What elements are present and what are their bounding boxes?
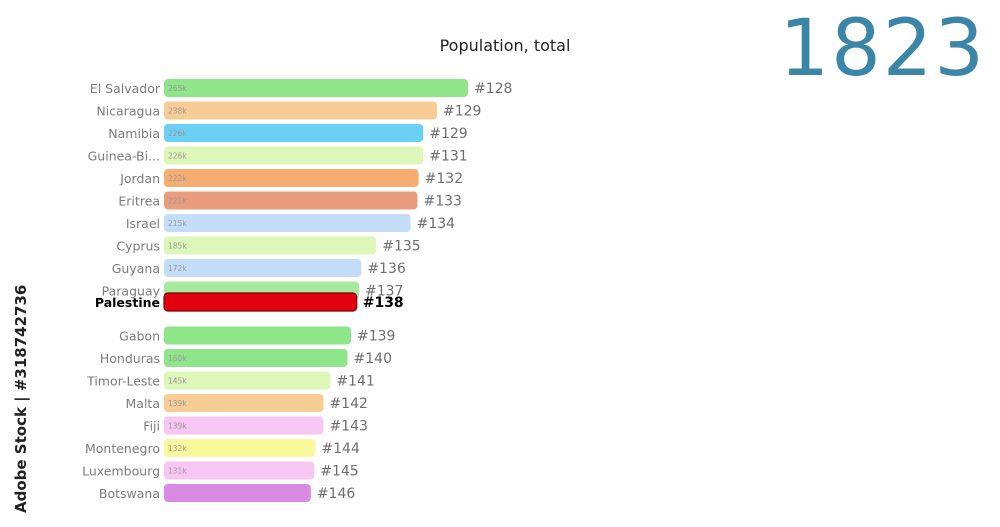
rank-label: #145 [320,464,358,480]
bar [164,169,419,187]
rank-label: #139 [357,329,395,345]
rank-label: #141 [336,374,374,390]
bar [164,214,411,232]
bar [163,292,358,312]
bar [164,79,468,97]
bar-row: Cyprus 185k #135 [116,236,421,255]
bar [164,416,324,435]
bar [164,484,311,502]
bar-row: El Salvador 265k #128 [90,79,512,97]
country-label: Guinea-Bi... [88,149,160,164]
bar [164,124,424,142]
rank-label: #140 [354,351,392,367]
bar [164,146,424,165]
rank-label: #129 [443,104,481,120]
rank-label: #146 [317,486,356,502]
country-label: Palestine [95,295,160,310]
bar-row: Israel 215k #134 [126,214,455,232]
bar [164,191,418,210]
rank-label: #138 [363,295,404,311]
bar-row: Gabon #139 [119,326,395,345]
bar [164,259,362,277]
bar-row: Malta 139k #142 [126,394,368,412]
bar [164,326,351,345]
rank-label: #133 [424,194,462,210]
country-label: Honduras [100,351,160,366]
value-label: 139k [168,399,187,408]
bar-row: Fiji 139k #143 [143,416,368,435]
country-label: Gabon [119,329,160,344]
value-label: 226k [168,129,187,138]
value-label: 139k [168,422,187,431]
bar-row: Botswana #146 [99,484,355,502]
value-label: 226k [168,152,187,161]
bar-row: Guinea-Bi... 226k #131 [88,146,468,165]
bar [164,236,377,255]
country-label: Eritrea [118,194,160,209]
country-label: Timor-Leste [86,374,160,389]
country-label: El Salvador [90,81,161,96]
rank-label: #135 [382,239,420,255]
country-label: Montenegro [85,441,160,456]
chart-title: Population, total [439,36,571,55]
value-label: 238k [168,107,187,116]
country-label: Israel [126,216,160,231]
bar [164,394,324,412]
value-label: 221k [168,197,187,206]
country-label: Malta [126,396,160,411]
country-label: Paraguay [102,284,161,299]
value-label: 222k [168,174,187,183]
bar-row: Palestine #138 [95,292,404,312]
rank-label: #129 [429,126,467,142]
value-label: 172k [168,264,187,273]
rank-label: #132 [425,171,463,187]
bar-row: Luxembourg 131k #145 [82,461,359,480]
country-label: Luxembourg [82,464,160,479]
rank-label: #134 [417,216,456,232]
bar [164,439,316,457]
value-label: 131k [168,467,187,476]
value-label: 185k [168,242,187,251]
rank-label: #136 [367,261,406,277]
bar-row: Guyana 172k #136 [112,259,406,277]
value-label: 160k [168,354,187,363]
rank-label: #137 [365,284,403,300]
bar-row: Jordan 222k #132 [119,169,463,187]
country-label: Nicaragua [96,104,160,119]
rank-label: #131 [429,149,467,165]
value-label: 215k [168,219,187,228]
bar [164,349,348,367]
value-label: 265k [168,84,187,93]
country-label: Jordan [119,171,160,186]
rank-label: #143 [329,419,367,435]
rank-label: #142 [329,396,367,412]
bar [164,371,331,390]
year-label: 1823 [779,4,986,94]
value-label: 132k [168,444,187,453]
country-label: Cyprus [116,239,160,254]
rank-label: #144 [321,441,360,457]
country-label: Namibia [108,126,160,141]
bar [164,461,315,480]
country-label: Botswana [99,486,160,501]
bar-row: Nicaragua 238k #129 [96,101,481,120]
bar-row: Eritrea 221k #133 [118,191,462,210]
bar-row: Honduras 160k #140 [100,349,392,367]
country-label: Fiji [143,419,160,434]
bar-row: Montenegro 132k #144 [85,439,360,457]
value-label: 145k [168,377,187,386]
bar-row: Timor-Leste 145k #141 [86,371,375,390]
bar [164,101,438,120]
bar-row: Namibia 226k #129 [108,124,468,142]
country-label: Guyana [112,261,160,276]
rank-label: #128 [474,81,512,97]
